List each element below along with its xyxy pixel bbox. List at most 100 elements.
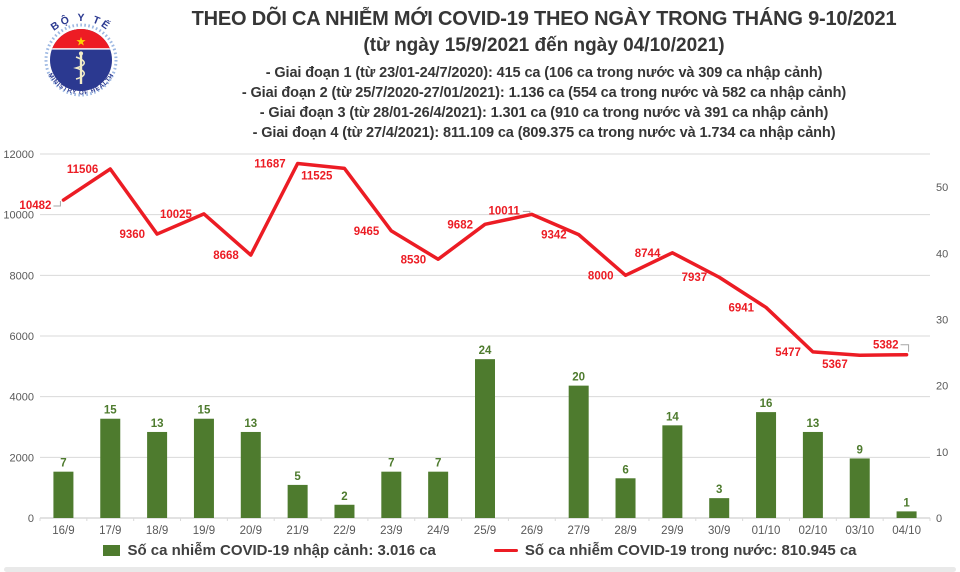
bar-value-label: 13: [244, 418, 257, 430]
bar-value-label: 15: [198, 405, 211, 417]
bar-value-label: 15: [104, 405, 117, 417]
chart-legend: Số ca nhiễm COVID-19 nhập cảnh: 3.016 ca…: [0, 542, 960, 559]
ministry-of-health-logo: ★ BỘ Y TẾ MINISTRY OF HEALTH: [44, 12, 118, 97]
x-axis-date-label: 19/9: [193, 525, 215, 537]
legend-item-imported-cases: Số ca nhiễm COVID-19 nhập cảnh: 3.016 ca: [103, 542, 436, 559]
left-axis-tick-label: 0: [28, 513, 34, 525]
bar-value-label: 14: [666, 411, 679, 423]
right-axis-tick-label: 50: [936, 182, 948, 194]
x-axis-date-label: 27/9: [567, 525, 589, 537]
logo-snake-icon: [73, 56, 85, 80]
bar-value-label: 6: [622, 464, 628, 476]
bar: [849, 458, 870, 518]
bar-value-label: 20: [572, 372, 585, 384]
phase-2-summary: - Giai đoạn 2 (từ 25/7/2020-27/01/2021):…: [241, 85, 847, 101]
line-value-label: 10011: [488, 205, 520, 217]
phase-3-summary: - Giai đoạn 3 (từ 28/01-26/4/2021): 1.30…: [259, 105, 829, 121]
bar: [147, 431, 168, 518]
x-axis-date-label: 22/9: [333, 525, 355, 537]
x-axis-date-label: 16/9: [52, 525, 74, 537]
left-axis-tick-label: 6000: [10, 331, 34, 343]
logo-star-icon: ★: [76, 35, 87, 49]
line-value-label: 8000: [588, 270, 614, 282]
chart-title: THEO DÕI CA NHIỄM MỚI COVID-19 THEO NGÀY…: [191, 8, 897, 30]
line-value-label: 9360: [120, 229, 146, 241]
x-axis-date-label: 25/9: [474, 525, 496, 537]
x-axis-date-label: 23/9: [380, 525, 402, 537]
bar: [896, 511, 917, 518]
bar-value-label: 1: [903, 497, 910, 509]
left-axis-tick-label: 8000: [10, 270, 34, 282]
bar: [193, 418, 214, 518]
line-value-label: 7937: [682, 272, 708, 284]
x-axis-date-label: 26/9: [521, 525, 543, 537]
logo-ring: [44, 23, 118, 97]
line-value-label: 5382: [873, 340, 899, 352]
bar-series-swatch: [103, 545, 121, 556]
right-axis-tick-label: 10: [936, 447, 948, 459]
left-axis-tick-label: 2000: [10, 452, 34, 464]
label-leader-line: [900, 344, 910, 352]
line-value-label: 9465: [354, 226, 380, 238]
bar-value-label: 5: [294, 471, 301, 483]
line-value-label: 8668: [213, 250, 239, 262]
right-axis-tick-label: 20: [936, 381, 948, 393]
bar: [428, 471, 449, 518]
x-axis-date-label: 20/9: [240, 525, 262, 537]
bar-value-label: 24: [479, 345, 492, 357]
legend-imported-label: Số ca nhiễm COVID-19 nhập cảnh: 3.016 ca: [127, 542, 436, 559]
line-value-label: 11687: [254, 158, 285, 170]
bar-value-label: 7: [60, 458, 66, 470]
x-axis-date-label: 28/9: [614, 525, 636, 537]
line-value-label: 8530: [401, 254, 427, 266]
line-value-label: 5477: [775, 347, 801, 359]
bar: [802, 431, 823, 518]
x-axis-date-label: 18/9: [146, 525, 168, 537]
label-leader-line: [53, 201, 61, 207]
line-value-label: 11506: [67, 164, 98, 176]
right-axis-tick-label: 40: [936, 248, 948, 260]
legend-item-domestic-cases: Số ca nhiễm COVID-19 trong nước: 810.945…: [493, 542, 857, 559]
line-value-label: 11525: [301, 170, 333, 182]
bar-value-label: 7: [435, 458, 441, 470]
line-value-label: 10025: [160, 209, 193, 221]
bar-value-label: 13: [151, 418, 164, 430]
x-axis-date-label: 04/10: [892, 525, 921, 537]
x-axis-date-label: 01/10: [752, 525, 781, 537]
x-axis-date-label: 02/10: [799, 525, 828, 537]
bar: [334, 504, 355, 518]
phase-1-summary: - Giai đoạn 1 (từ 23/01-24/7/2020): 415 …: [265, 65, 823, 81]
bar: [53, 471, 74, 518]
line-series-swatch: [493, 549, 518, 552]
bar: [662, 425, 683, 518]
line-value-label: 9682: [447, 219, 473, 231]
line-value-label: 6941: [728, 302, 754, 314]
line-series: [61, 161, 909, 357]
bar-value-label: 9: [857, 444, 863, 456]
header-block: THEO DÕI CA NHIỄM MỚI COVID-19 THEO NGÀY…: [138, 8, 950, 143]
bar: [100, 418, 121, 518]
line-value-label: 10482: [19, 200, 51, 212]
label-leader-line: [522, 210, 531, 214]
x-axis-date-label: 17/9: [99, 525, 121, 537]
line-value-label: 8744: [635, 248, 661, 260]
bar: [568, 385, 589, 518]
right-axis-tick-label: 0: [936, 513, 942, 525]
bar: [240, 431, 261, 518]
logo-flag-band: [50, 29, 112, 49]
x-axis-date-label: 29/9: [661, 525, 683, 537]
bar-value-label: 7: [388, 458, 394, 470]
x-axis-date-label: 30/9: [708, 525, 730, 537]
line-value-label: 5367: [822, 359, 848, 371]
phase-4-summary: - Giai đoạn 4 (từ 27/4/2021): 811.109 ca…: [252, 125, 836, 141]
bar: [709, 498, 730, 518]
x-axis-date-label: 21/9: [286, 525, 308, 537]
left-axis-tick-label: 10000: [3, 210, 34, 222]
bar: [615, 478, 636, 518]
bar: [381, 471, 402, 518]
x-axis-date-label: 03/10: [845, 525, 874, 537]
bar: [287, 484, 308, 518]
legend-domestic-label: Số ca nhiễm COVID-19 trong nước: 810.945…: [524, 542, 857, 559]
